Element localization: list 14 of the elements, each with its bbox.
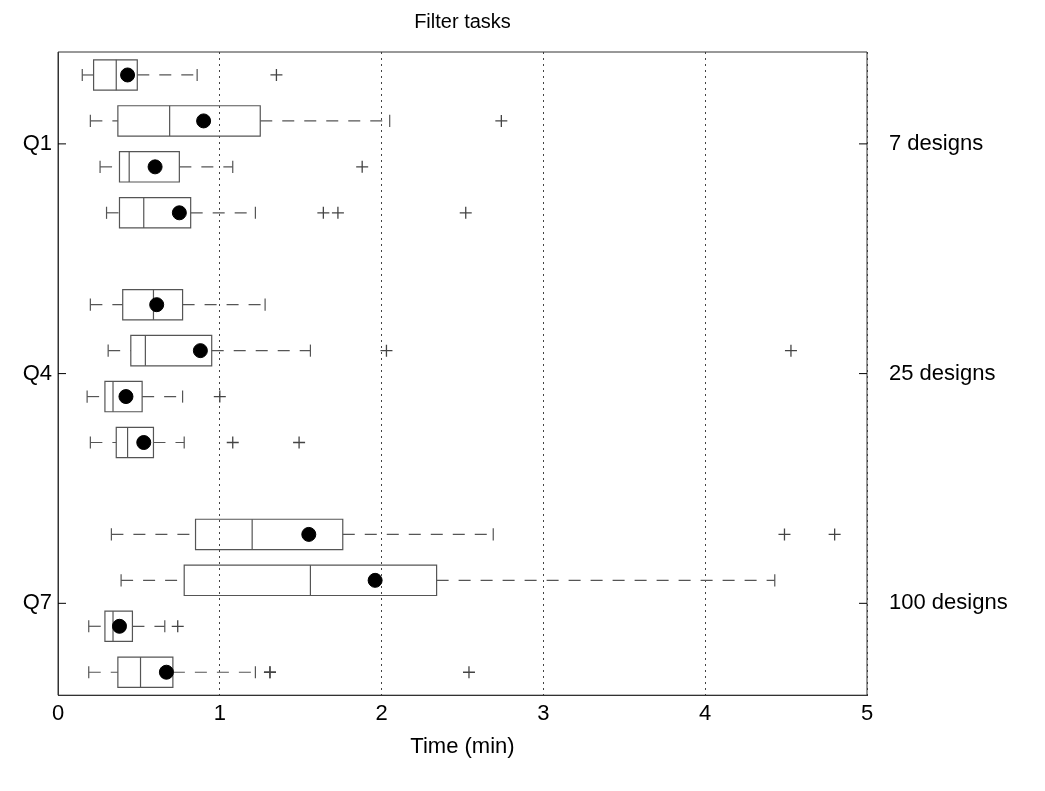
x-tick-label: 2 [375, 700, 388, 726]
x-tick-label: 0 [51, 700, 65, 726]
text: Q7 [22, 589, 52, 615]
x-axis-title: Time (min) [410, 732, 515, 758]
chart-title: Filter tasks [414, 9, 511, 32]
text: Q1 [22, 129, 52, 155]
x-tick-label: 1 [213, 700, 226, 726]
text: 25 designs [889, 359, 996, 385]
text: Q4 [22, 359, 52, 385]
x-tick-label: 3 [537, 700, 550, 726]
text: 7 designs [889, 129, 984, 155]
x-tick-label: 5 [860, 700, 874, 726]
x-tick-label: 4 [699, 700, 712, 726]
text: 100 designs [889, 589, 1008, 615]
